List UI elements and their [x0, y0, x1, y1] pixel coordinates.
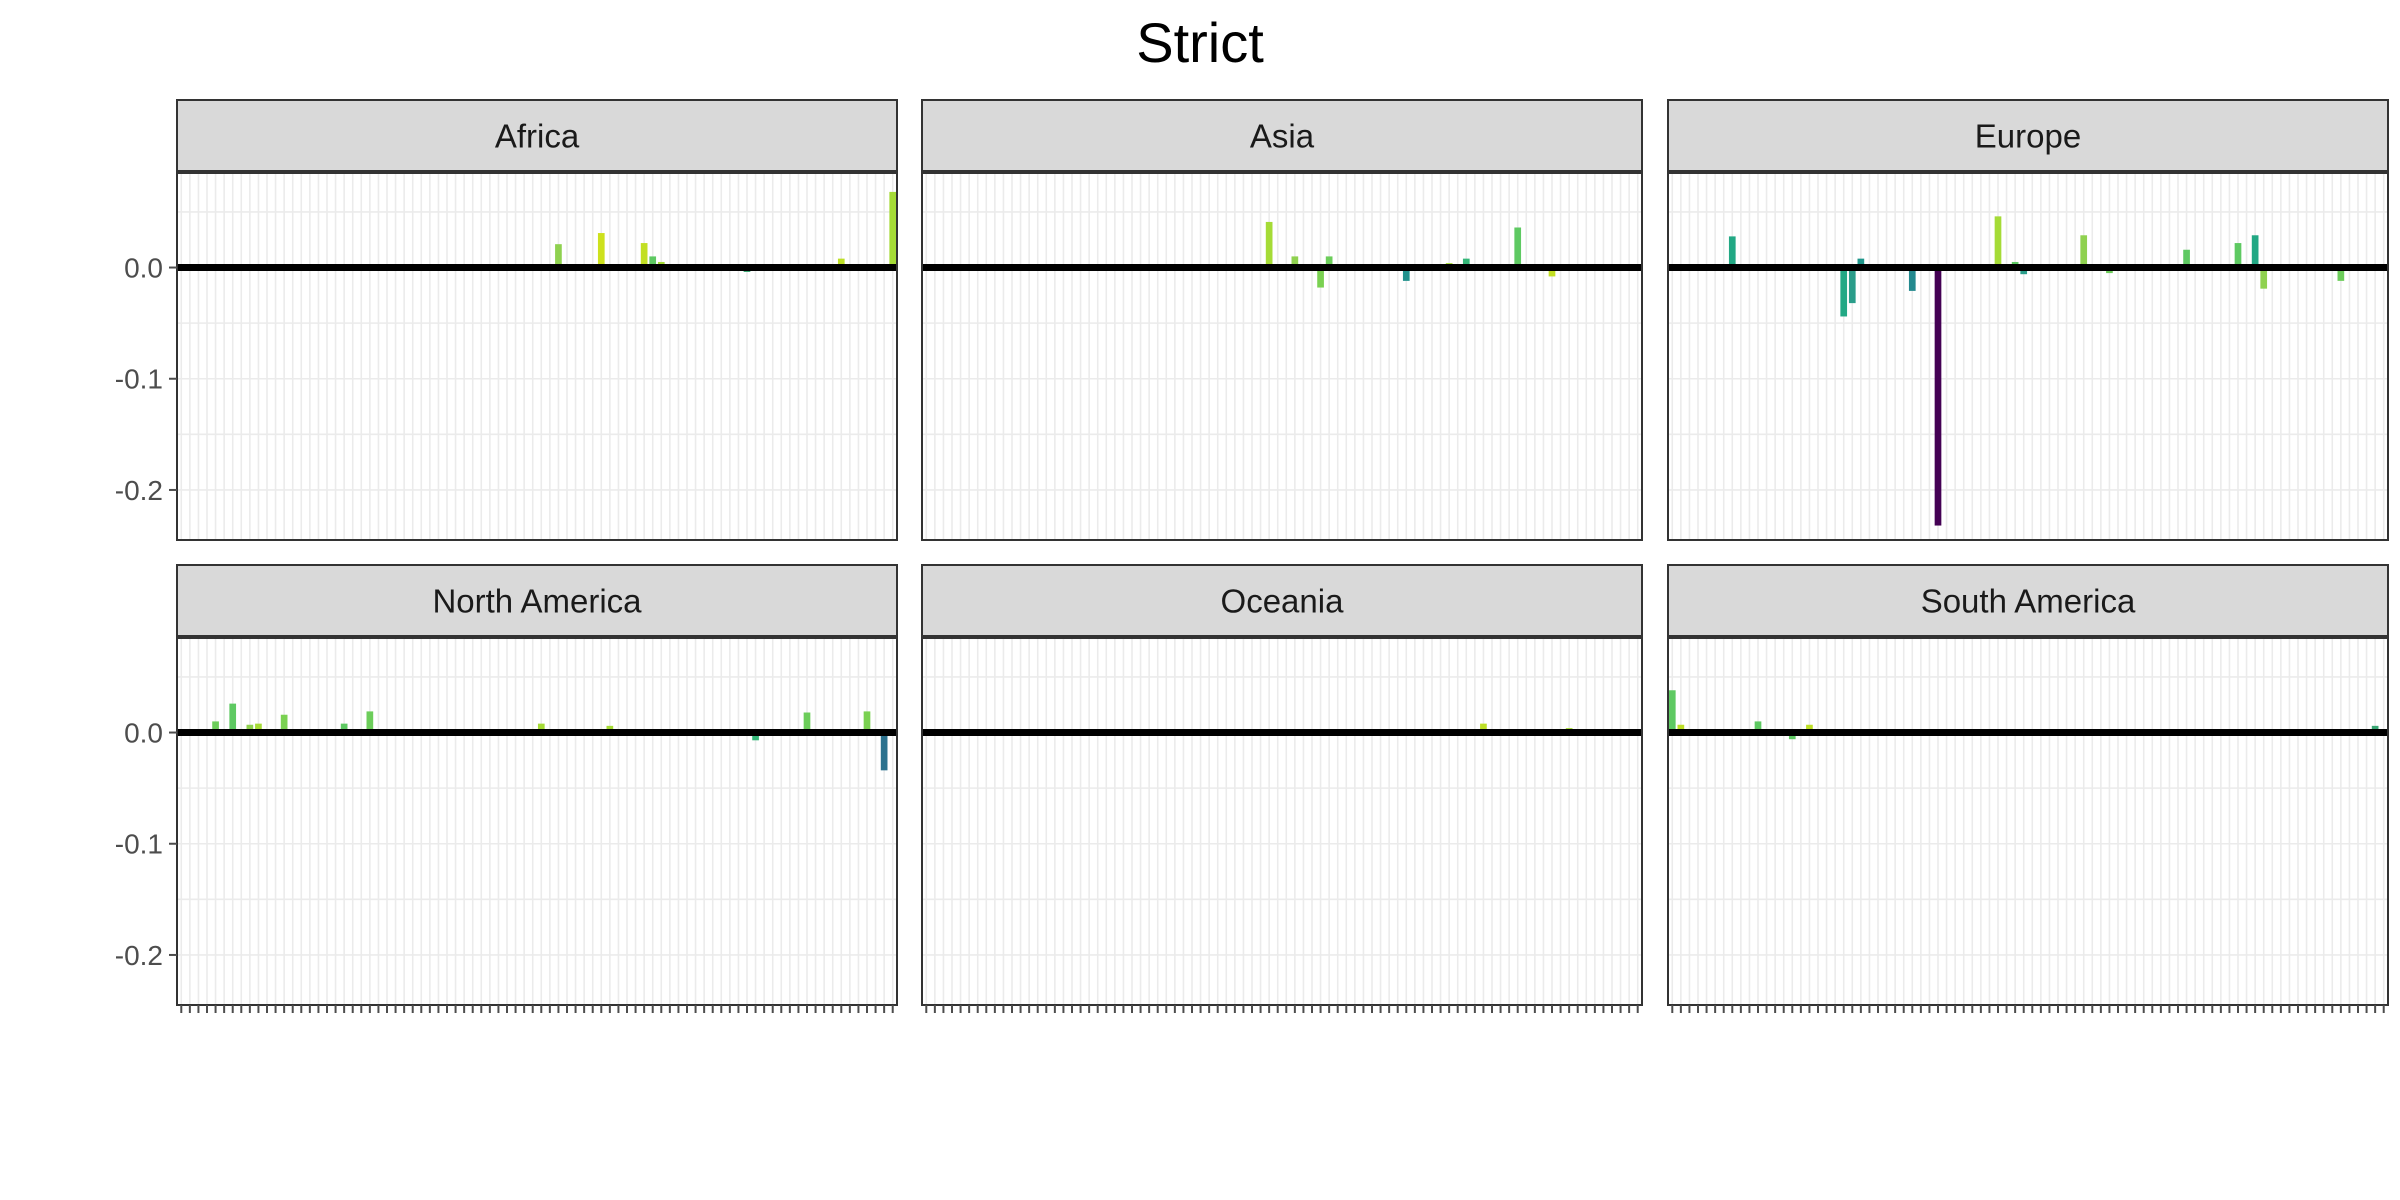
bar [1994, 216, 2002, 268]
facet-strip [1667, 564, 2389, 637]
y-tick-label: -0.1 [115, 829, 163, 860]
bar [229, 703, 237, 733]
panel-background [177, 173, 897, 540]
bar [1480, 723, 1487, 733]
bar [246, 724, 254, 733]
bar [1857, 258, 1865, 268]
panel-background [922, 638, 1642, 1005]
bar [752, 732, 759, 741]
facet-panel: Africa 0.0 -0.1 -0.2 [115, 99, 898, 541]
panel-background [1668, 638, 2388, 1005]
bar [1677, 724, 1685, 733]
panel-border [921, 637, 1643, 1006]
facet-strip [921, 99, 1643, 172]
bar [1728, 236, 1736, 268]
bar [1754, 721, 1762, 733]
bar [1840, 267, 1848, 317]
bar [1325, 256, 1333, 268]
facet-label: South America [1921, 583, 2136, 620]
facet-strip [1667, 99, 2389, 172]
bar [340, 723, 348, 733]
facet-strip [176, 564, 898, 637]
y-tick-label: -0.1 [115, 364, 163, 395]
bar [889, 191, 897, 268]
bar [863, 711, 871, 733]
bar [2183, 249, 2190, 268]
y-tick-label: -0.2 [115, 475, 163, 506]
bar [1806, 724, 1813, 733]
bar [1908, 267, 1916, 291]
bar [2234, 243, 2242, 268]
bar [2260, 267, 2268, 289]
bar [1548, 267, 1556, 277]
facet-panel: North America 0.0 -0.1 -0.2 [115, 564, 898, 1013]
panel-background [1668, 173, 2388, 540]
bar [1462, 258, 1470, 268]
facet-strip [921, 564, 1643, 637]
bar [1402, 267, 1410, 281]
bar [2080, 235, 2088, 268]
bar [1291, 256, 1299, 268]
panel-border [1667, 172, 2389, 541]
panel-border [1667, 637, 2389, 1006]
bar [640, 243, 648, 268]
bar [1848, 267, 1856, 304]
facet-panel: Asia [921, 99, 1643, 541]
facet-strip [176, 99, 898, 172]
bar [880, 732, 888, 771]
bar [280, 714, 288, 733]
panel-border [921, 172, 1643, 541]
bar [649, 256, 657, 268]
facet-label: Asia [1250, 118, 1315, 155]
facet-panel: Europe [1667, 99, 2389, 541]
bar [537, 723, 545, 733]
bar [1317, 267, 1324, 288]
bar [837, 258, 845, 268]
bar [2251, 235, 2259, 268]
bar [1668, 690, 1676, 733]
facet-panel: Oceania [921, 564, 1643, 1013]
bar [803, 712, 811, 733]
panel-border [176, 637, 898, 1006]
bar [555, 244, 562, 268]
panel-background [922, 173, 1642, 540]
panel-border [176, 172, 898, 541]
facet-panel: South America [1667, 564, 2389, 1013]
panel-background [177, 638, 897, 1005]
facet-label: Africa [495, 118, 580, 155]
bar [1514, 227, 1522, 268]
y-tick-label: 0.0 [124, 718, 163, 749]
bar [597, 233, 605, 268]
y-tick-label: 0.0 [124, 253, 163, 284]
bar [2337, 267, 2345, 281]
facet-label: North America [432, 583, 642, 620]
y-tick-label: -0.2 [115, 940, 163, 971]
bar [1265, 221, 1273, 268]
facet-label: Europe [1975, 118, 2081, 155]
bar [212, 721, 219, 733]
facet-label: Oceania [1221, 583, 1345, 620]
bar [366, 711, 374, 733]
bar [255, 723, 262, 733]
bar [1934, 267, 1942, 526]
